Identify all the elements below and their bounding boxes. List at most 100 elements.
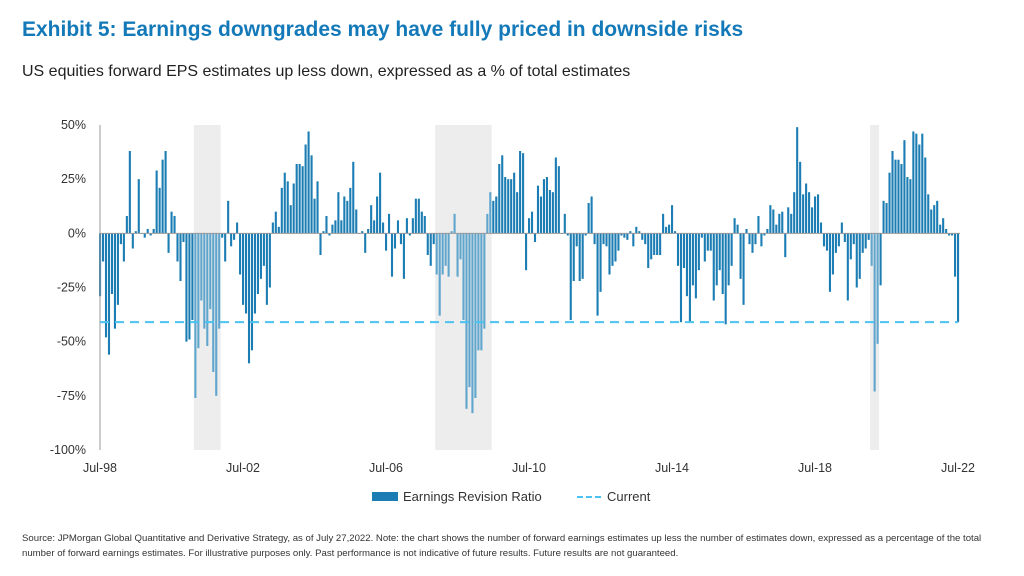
bar xyxy=(569,233,572,320)
bar xyxy=(239,233,242,275)
bar xyxy=(230,233,233,247)
bar xyxy=(215,233,218,396)
bar xyxy=(760,233,763,247)
bar xyxy=(593,233,596,245)
bar xyxy=(632,233,635,247)
bar xyxy=(110,233,114,294)
bar xyxy=(319,233,322,255)
bar xyxy=(784,233,787,258)
bar xyxy=(751,233,754,253)
bar xyxy=(501,155,504,234)
bar xyxy=(948,233,951,236)
bar xyxy=(927,194,930,234)
bar xyxy=(236,222,239,234)
bar xyxy=(349,187,352,234)
bar xyxy=(879,233,882,286)
bar xyxy=(653,233,656,255)
bar xyxy=(688,233,691,323)
bar xyxy=(909,179,912,234)
bar xyxy=(426,233,429,255)
bar xyxy=(888,172,891,234)
bar xyxy=(536,185,540,234)
bar xyxy=(825,233,829,251)
bar xyxy=(125,216,128,234)
bar xyxy=(194,233,197,398)
bar xyxy=(811,207,814,234)
bar xyxy=(435,233,438,275)
bar xyxy=(578,233,581,281)
legend-swatch-bar xyxy=(372,492,398,501)
bar xyxy=(554,157,557,234)
x-tick-label: Jul-22 xyxy=(941,461,975,475)
bar xyxy=(852,233,855,245)
bar xyxy=(420,211,423,234)
bar xyxy=(769,205,772,234)
bar xyxy=(945,229,948,234)
bar xyxy=(864,233,867,249)
bar xyxy=(662,213,665,234)
bar xyxy=(906,177,909,234)
bar xyxy=(641,233,644,240)
bar xyxy=(733,218,736,234)
bar xyxy=(295,164,298,234)
bar xyxy=(790,213,793,234)
bar xyxy=(191,233,194,320)
bar xyxy=(310,155,313,234)
bar xyxy=(492,200,495,234)
bar xyxy=(399,233,402,245)
bar xyxy=(834,233,837,253)
bar xyxy=(370,205,373,234)
bar xyxy=(727,233,730,286)
x-tick-labels: Jul-98 Jul-02 Jul-06 Jul-10 Jul-14 Jul-18 Jul-… xyxy=(83,461,975,475)
bar xyxy=(197,233,200,349)
bar xyxy=(116,233,119,305)
bar xyxy=(438,233,441,316)
bar xyxy=(748,233,751,245)
chart-subtitle: US equities forward EPS estimates up les… xyxy=(22,63,631,80)
x-tick-label: Jul-18 xyxy=(798,461,832,475)
bar xyxy=(793,192,796,234)
bar xyxy=(158,187,161,234)
bar xyxy=(170,211,173,234)
bar xyxy=(709,233,712,251)
bar xyxy=(721,233,724,294)
bar xyxy=(128,151,131,234)
bar xyxy=(387,213,391,234)
bar xyxy=(242,233,245,305)
bar xyxy=(459,233,462,260)
bar xyxy=(265,233,268,305)
bar xyxy=(227,200,230,234)
bar xyxy=(292,183,295,234)
bar xyxy=(185,233,188,342)
bar xyxy=(903,140,906,234)
bar xyxy=(787,207,790,234)
bar xyxy=(951,233,954,236)
bar xyxy=(179,233,182,281)
bar xyxy=(697,233,700,271)
bar xyxy=(361,231,364,234)
bar xyxy=(855,233,858,288)
bar xyxy=(250,233,254,351)
y-tick-label: -100% xyxy=(50,443,86,457)
bar xyxy=(218,233,221,329)
bar xyxy=(891,151,894,234)
bar xyxy=(167,233,170,253)
bar xyxy=(203,233,206,329)
bar xyxy=(143,233,146,238)
bar xyxy=(736,224,739,234)
source-note: Source: JPMorgan Global Quantitative and… xyxy=(22,533,982,559)
bar xyxy=(915,133,918,234)
bar xyxy=(706,233,709,251)
bar xyxy=(602,233,605,245)
x-tick-label: Jul-10 xyxy=(512,461,546,475)
bar xyxy=(355,209,358,234)
y-tick-label: 50% xyxy=(61,118,86,132)
bar xyxy=(566,233,569,236)
bar xyxy=(432,233,435,245)
bar xyxy=(164,151,167,234)
bar xyxy=(510,179,513,234)
bar xyxy=(700,233,703,238)
bar xyxy=(954,233,957,277)
bar xyxy=(778,213,781,234)
bar xyxy=(590,196,593,234)
